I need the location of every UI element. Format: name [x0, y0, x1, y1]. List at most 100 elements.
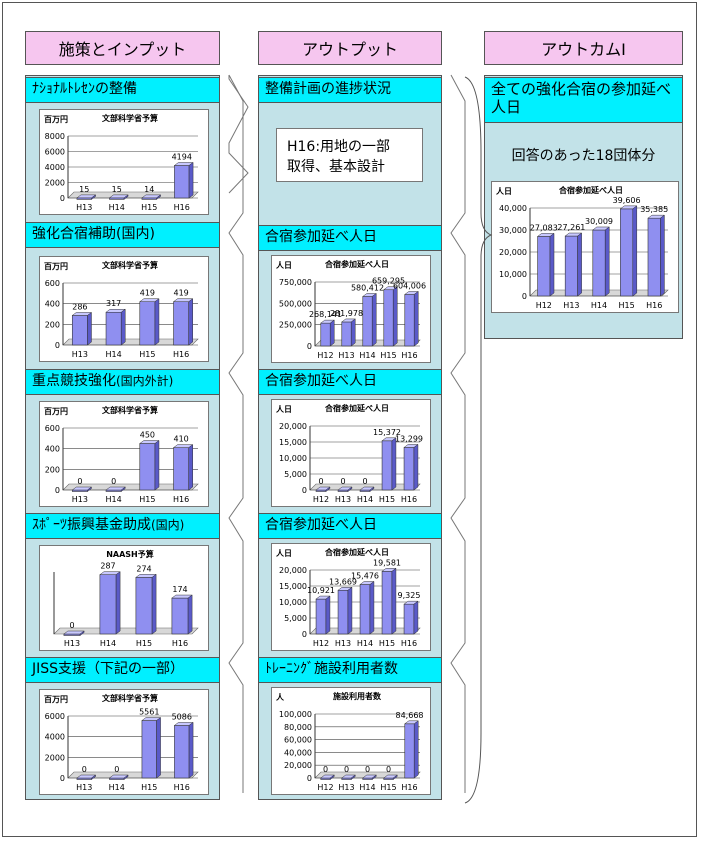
chart-x-tick: H15: [618, 301, 634, 310]
chart-y-tick: 500,000: [279, 299, 312, 308]
chart-x-tick: H12: [317, 783, 333, 792]
chart-y-tick: 80,000: [284, 723, 312, 732]
chart-x-tick: H14: [357, 639, 373, 648]
output-title-4-text: 合宿参加延べ人日: [265, 517, 377, 533]
input-chart-3: 百万円 文部科学省予算 0 200 400 600 0 H13 0 H14 450 H15 410 H16: [39, 401, 209, 507]
chart-y-tick: 250,000: [279, 321, 312, 330]
chart-y-tick: 15,000: [279, 438, 307, 447]
chart-y-tick: 6000: [45, 148, 65, 157]
chart-y-tick: 2000: [45, 179, 65, 188]
chart-y-tick: 8000: [45, 132, 65, 141]
input-title-4: ｽﾎﾟｰﾂ振興基金助成(国内): [25, 513, 220, 539]
chart-y-tick: 20,000: [279, 566, 307, 575]
chart-y-tick: 60,000: [284, 736, 312, 745]
chart-y-tick: 100,000: [279, 710, 312, 719]
chart-y-tick: 0: [55, 341, 60, 350]
chart-bar: [139, 298, 160, 346]
chart-data-label: 274: [136, 564, 151, 573]
chart-bar: [381, 437, 397, 491]
chart-x-tick: H15: [380, 351, 396, 360]
chart-bar: [404, 290, 419, 347]
chart-data-label: 410: [173, 435, 188, 444]
chart-y-tick: 30,000: [499, 226, 527, 235]
output-title-4: 合宿参加延べ人日: [258, 513, 442, 539]
chart-bar: [381, 567, 397, 635]
chart-y-tick: 40,000: [499, 204, 527, 213]
chart-x-tick: H14: [359, 351, 375, 360]
chart-bar: [135, 573, 157, 635]
chart-data-label: 0: [365, 765, 370, 774]
chart-unit: 人日: [496, 186, 512, 196]
chart-bar: [383, 774, 398, 780]
chart-bar: [564, 232, 583, 297]
chart-x-tick: H14: [591, 301, 607, 310]
chart-data-label: 0: [77, 477, 82, 486]
chart-data-label: 19,581: [373, 558, 401, 567]
output-title-3: 合宿参加延べ人日: [258, 369, 442, 395]
chart-x-tick: H14: [100, 639, 116, 648]
chart-unit: 人日: [276, 548, 292, 558]
input-title-4-text: ｽﾎﾟｰﾂ振興基金助成: [32, 517, 151, 533]
chart-y-tick: 200: [45, 320, 60, 329]
chart-data-label: 5086: [172, 712, 192, 721]
chart-data-label: 10,921: [307, 586, 335, 595]
chart-title: 合宿参加延べ人日: [324, 547, 389, 557]
chart-y-tick: 4000: [45, 163, 65, 172]
chart-data-label: 0: [340, 477, 345, 486]
progress-status-line-2: 取得、基本設計: [287, 159, 385, 175]
chart-data-label: 604,006: [393, 281, 426, 290]
input-chart-1: 百万円 文部科学省予算 0 2000 4000 6000 8000 15 H13 15 H14 14 H…: [39, 109, 209, 215]
chart-x-tick: H12: [317, 351, 333, 360]
chart-data-label: 9,325: [398, 591, 421, 600]
chart-data-label: 419: [140, 289, 155, 298]
outcome-title: 全ての強化合宿の参加延べ人日: [484, 77, 683, 123]
column-header-inputs-label: 施策とインプット: [58, 40, 187, 59]
chart-data-label: 27,083: [530, 223, 558, 232]
chart-x-tick: H14: [359, 783, 375, 792]
chart-svg: 百万円 文部科学省予算 0 200 400 600 0 H13 0 H14 450 H15 410 H16: [44, 405, 199, 504]
output-chart-5: 人 施設利用者数 0 20,000 40,000 60,000 80,000 100,000 0…: [271, 687, 431, 795]
chart-x-tick: H16: [401, 351, 417, 360]
input-chart-2: 百万円 文部科学省予算 0 200 400 600 286 H13 317 H14 419 H15 41…: [39, 256, 209, 362]
chart-bar: [619, 205, 638, 297]
chart-y-tick: 600: [45, 424, 60, 433]
chart-bar: [403, 443, 419, 491]
chart-x-tick: H12: [536, 301, 552, 310]
chart-bar: [337, 486, 353, 492]
chart-title: 合宿参加延べ人日: [558, 185, 623, 195]
chart-x-tick: H16: [174, 783, 190, 792]
chart-x-tick: H16: [646, 301, 662, 310]
chart-data-label: 0: [114, 765, 119, 774]
column-header-outputs-label: アウトプット: [301, 40, 398, 59]
chart-y-tick: 20,000: [279, 422, 307, 431]
chart-data-label: 287: [100, 562, 115, 571]
chart-y-tick: 0: [307, 774, 312, 783]
chart-data-label: 286: [72, 302, 87, 311]
chart-bar: [99, 571, 121, 635]
chart-y-tick: 6000: [45, 712, 65, 721]
chart-data-label: 0: [82, 765, 87, 774]
chart-data-label: 15,372: [373, 428, 401, 437]
chart-unit: 百万円: [44, 695, 68, 704]
output-title-2-text: 合宿参加延べ人日: [265, 229, 377, 245]
chart-bar: [139, 440, 160, 491]
chart-bar: [404, 720, 419, 779]
output-chart-4: 人日 合宿参加延べ人日 0 5,000 10,000 15,000 20,000 10,921…: [271, 543, 431, 651]
chart-x-tick: H14: [106, 495, 122, 504]
chart-bar: [171, 594, 193, 635]
chart-data-label: 15: [79, 185, 89, 194]
chart-x-tick: H15: [380, 783, 396, 792]
column-header-outcomes: アウトカムⅠ: [484, 31, 683, 65]
chart-x-tick: H13: [64, 639, 80, 648]
chart-title: 合宿参加延べ人日: [324, 259, 389, 269]
chart-x-tick: H15: [379, 639, 395, 648]
chart-bar: [172, 298, 194, 346]
chart-svg: 人日 合宿参加延べ人日 0 5,000 10,000 15,000 20,000 0 H12 0 H…: [276, 403, 423, 504]
chart-y-tick: 0: [307, 342, 312, 351]
chart-bar: [315, 486, 331, 492]
chart-data-label: 0: [323, 765, 328, 774]
chart-x-tick: H16: [173, 350, 189, 359]
chart-bar: [359, 486, 375, 492]
chart-data-label: 317: [106, 299, 121, 308]
chart-data-label: 0: [111, 477, 116, 486]
